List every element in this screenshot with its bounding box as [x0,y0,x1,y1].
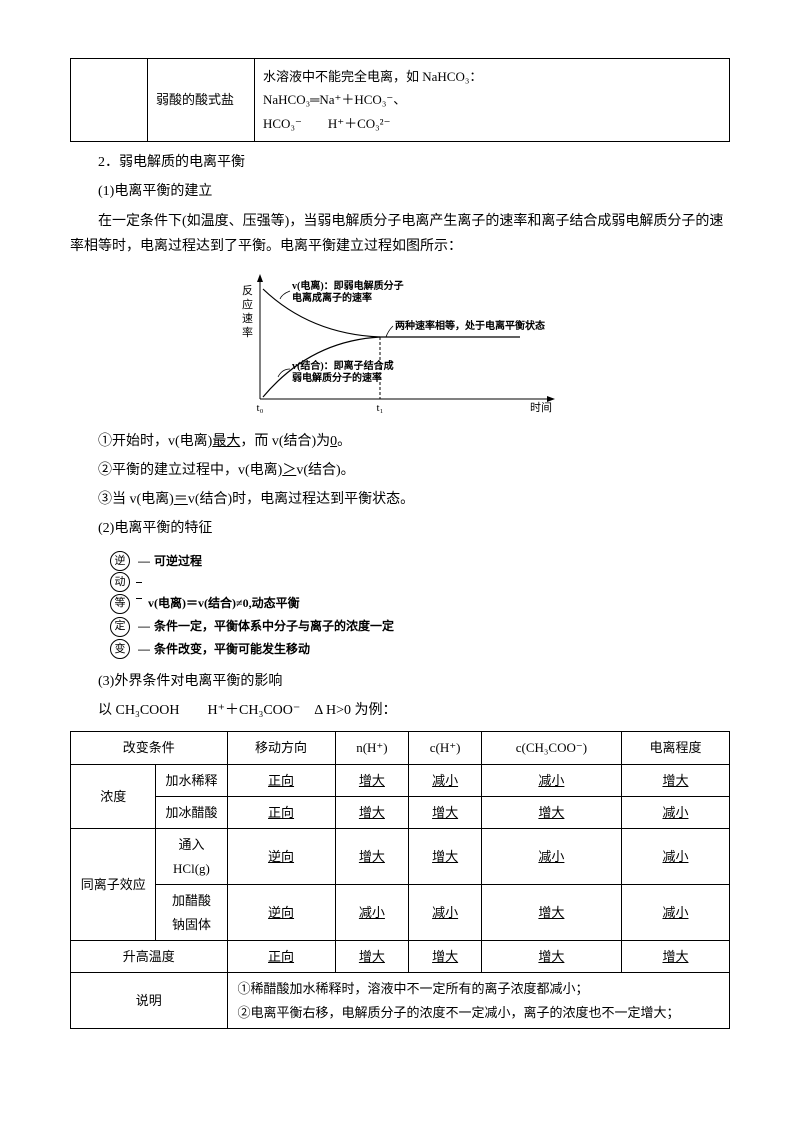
chart-t0: t₀ [257,402,264,414]
svg-text:v(电离)：即弱电解质分子: v(电离)：即弱电解质分子 [292,279,404,292]
svg-text:两种速率相等，处于电离平衡状态: 两种速率相等，处于电离平衡状态 [395,319,545,332]
svg-text:弱电解质分子的速率: 弱电解质分子的速率 [292,371,382,384]
t1-c3-l1: 水溶液中不能完全电离，如 NaHCO₃： [263,65,721,88]
conditions-table: 改变条件 移动方向 n(H⁺) c(H⁺) c(CH₃COO⁻) 电离程度 浓度… [70,731,730,1029]
acid-salt-table: 弱酸的酸式盐 水溶液中不能完全电离，如 NaHCO₃： NaHCO₃═Na⁺＋H… [70,58,730,142]
equilibrium-chart: t₀ t₁ 时间 反 应 速 率 v(电离)：即弱电解质分子 电离成离子的速率 … [230,269,570,419]
sec2-p1: (1)电离平衡的建立 [70,179,730,204]
svg-text:反: 反 [242,284,253,297]
t1-c2: 弱酸的酸式盐 [148,59,255,142]
sec3-title: (3)外界条件对电离平衡的影响 [70,669,730,694]
equil-features: 逆—可逆过程 动 等v(电离)＝v(结合)≠0,动态平衡 定—条件一定，平衡体系… [110,550,730,661]
svg-text:速: 速 [242,312,253,325]
sec3-eg: 以 CH₃COOH H⁺＋CH₃COO⁻ Δ H>0 为例： [70,698,730,723]
t1-c3-l3: HCO₃⁻ H⁺＋CO₃²⁻ [263,112,721,135]
note1: ①稀醋酸加水稀释时，溶液中不一定所有的离子浓度都减小； [238,977,723,1000]
t1-c1 [71,59,148,142]
svg-text:应: 应 [242,297,253,311]
svg-text:电离成离子的速率: 电离成离子的速率 [292,291,372,304]
chart-t1: t₁ [377,402,384,414]
t2-header-row: 改变条件 移动方向 n(H⁺) c(H⁺) c(CH₃COO⁻) 电离程度 [71,732,730,764]
chart-svg: t₀ t₁ 时间 反 应 速 率 v(电离)：即弱电解质分子 电离成离子的速率 … [230,269,570,419]
svg-text:率: 率 [242,325,253,339]
t1-c3-l2: NaHCO₃═Na⁺＋HCO₃⁻、 [263,88,721,111]
chart-xlabel: 时间 [530,401,552,414]
note2: ②电离平衡右移，电解质分子的浓度不一定减小，离子的浓度也不一定增大； [238,1001,723,1024]
line2: ②平衡的建立过程中，v(电离)＞v(结合)。 [70,458,730,483]
line3: ③当 v(电离)＝v(结合)时，电离过程达到平衡状态。 [70,487,730,512]
t1-c3: 水溶液中不能完全电离，如 NaHCO₃： NaHCO₃═Na⁺＋HCO₃⁻、 H… [255,59,730,142]
line1: ①开始时，v(电离)最大，而 v(结合)为0。 [70,429,730,454]
sec2-p2: 在一定条件下(如温度、压强等)，当弱电解质分子电离产生离子的速率和离子结合成弱电… [70,209,730,259]
sec2-p3: (2)电离平衡的特征 [70,516,730,541]
sec2-title: 2．弱电解质的电离平衡 [70,150,730,175]
svg-text:v(结合)：即离子结合成: v(结合)：即离子结合成 [292,359,394,372]
